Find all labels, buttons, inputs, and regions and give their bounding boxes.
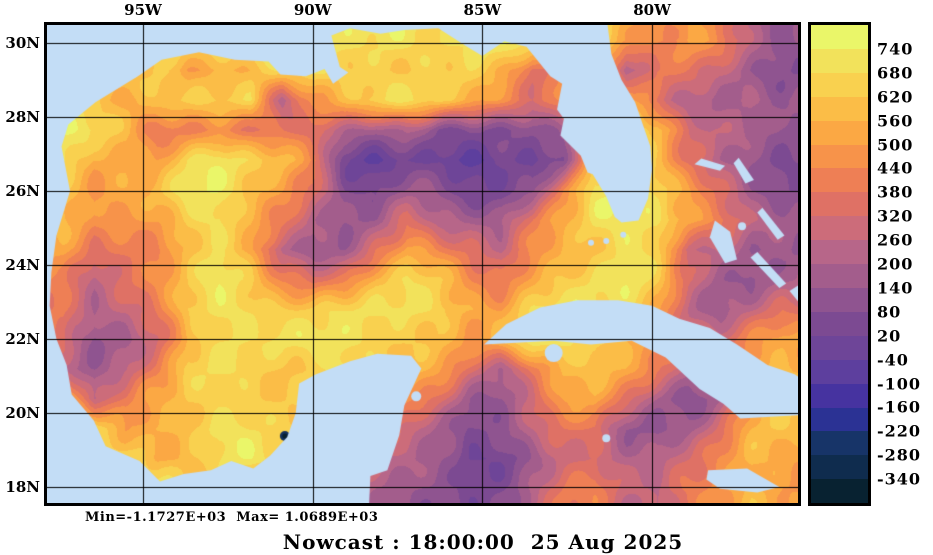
colorbar-segment-8 <box>811 216 868 241</box>
colorbar-segment-9 <box>811 240 868 265</box>
field-heatmap-canvas <box>47 25 798 503</box>
colorbar-segment-2 <box>811 72 868 97</box>
colorbar-tick--100: -100 <box>877 374 922 393</box>
colorbar-tick--280: -280 <box>877 445 922 465</box>
colorbar-segment-10 <box>811 264 868 288</box>
minmax-stats: Min=-1.1727E+03 Max= 1.0689E+03 <box>85 510 379 525</box>
colorbar-segment-5 <box>811 144 868 169</box>
colorbar-tick-260: 260 <box>877 230 914 250</box>
colorbar-segment-0 <box>811 25 868 49</box>
colorbar-tick-20: 20 <box>877 326 902 346</box>
lon-tick-label-95W: 95W <box>124 1 162 19</box>
colorbar-segment-17 <box>811 431 868 456</box>
colorbar-segment-18 <box>811 455 868 480</box>
colorbar-segment-14 <box>811 359 868 384</box>
colorbar-segment-1 <box>811 48 868 73</box>
colorbar-tick-620: 620 <box>877 87 914 107</box>
colorbar-segment-3 <box>811 96 868 121</box>
colorbar-tick--160: -160 <box>877 397 922 417</box>
colorbar-segment-15 <box>811 383 868 408</box>
colorbar-tick-320: 320 <box>877 206 914 226</box>
lon-tick-label-90W: 90W <box>293 1 332 19</box>
colorbar-tick-680: 680 <box>877 63 914 83</box>
colorbar-tick-560: 560 <box>877 111 914 131</box>
colorbar-tick-140: 140 <box>877 278 914 298</box>
colorbar-segment-19 <box>811 479 868 504</box>
colorbar-segment-13 <box>811 335 868 360</box>
colorbar-tick-500: 500 <box>877 135 914 154</box>
lat-tick-label-24N: 24N <box>5 256 40 274</box>
lat-tick-label-28N: 28N <box>5 108 40 126</box>
colorbar-tick--340: -340 <box>877 469 922 489</box>
lon-tick-label-85W: 85W <box>463 1 502 19</box>
lat-tick-label-20N: 20N <box>5 404 40 422</box>
lat-tick-label-26N: 26N <box>5 182 40 200</box>
colorbar-segment-12 <box>811 311 868 336</box>
map-frame <box>44 22 801 506</box>
colorbar-tick--40: -40 <box>877 350 909 370</box>
lat-tick-label-22N: 22N <box>5 330 40 348</box>
colorbar-tick-80: 80 <box>877 302 902 322</box>
colorbar-tick--220: -220 <box>877 421 922 441</box>
caption: Nowcast : 18:00:00 25 Aug 2025 <box>282 530 684 554</box>
colorbar <box>808 22 871 506</box>
colorbar-tick-440: 440 <box>877 158 914 178</box>
colorbar-segment-16 <box>811 407 868 432</box>
lon-tick-label-80W: 80W <box>633 1 671 19</box>
lat-tick-label-18N: 18N <box>5 478 40 496</box>
colorbar-segment-6 <box>811 168 868 193</box>
colorbar-segment-7 <box>811 192 868 217</box>
colorbar-segment-4 <box>811 120 868 145</box>
colorbar-tick-200: 200 <box>877 254 914 274</box>
colorbar-segment-11 <box>811 287 868 312</box>
colorbar-tick-740: 740 <box>877 39 914 59</box>
colorbar-tick-380: 380 <box>877 182 914 202</box>
lat-tick-label-30N: 30N <box>5 34 40 52</box>
